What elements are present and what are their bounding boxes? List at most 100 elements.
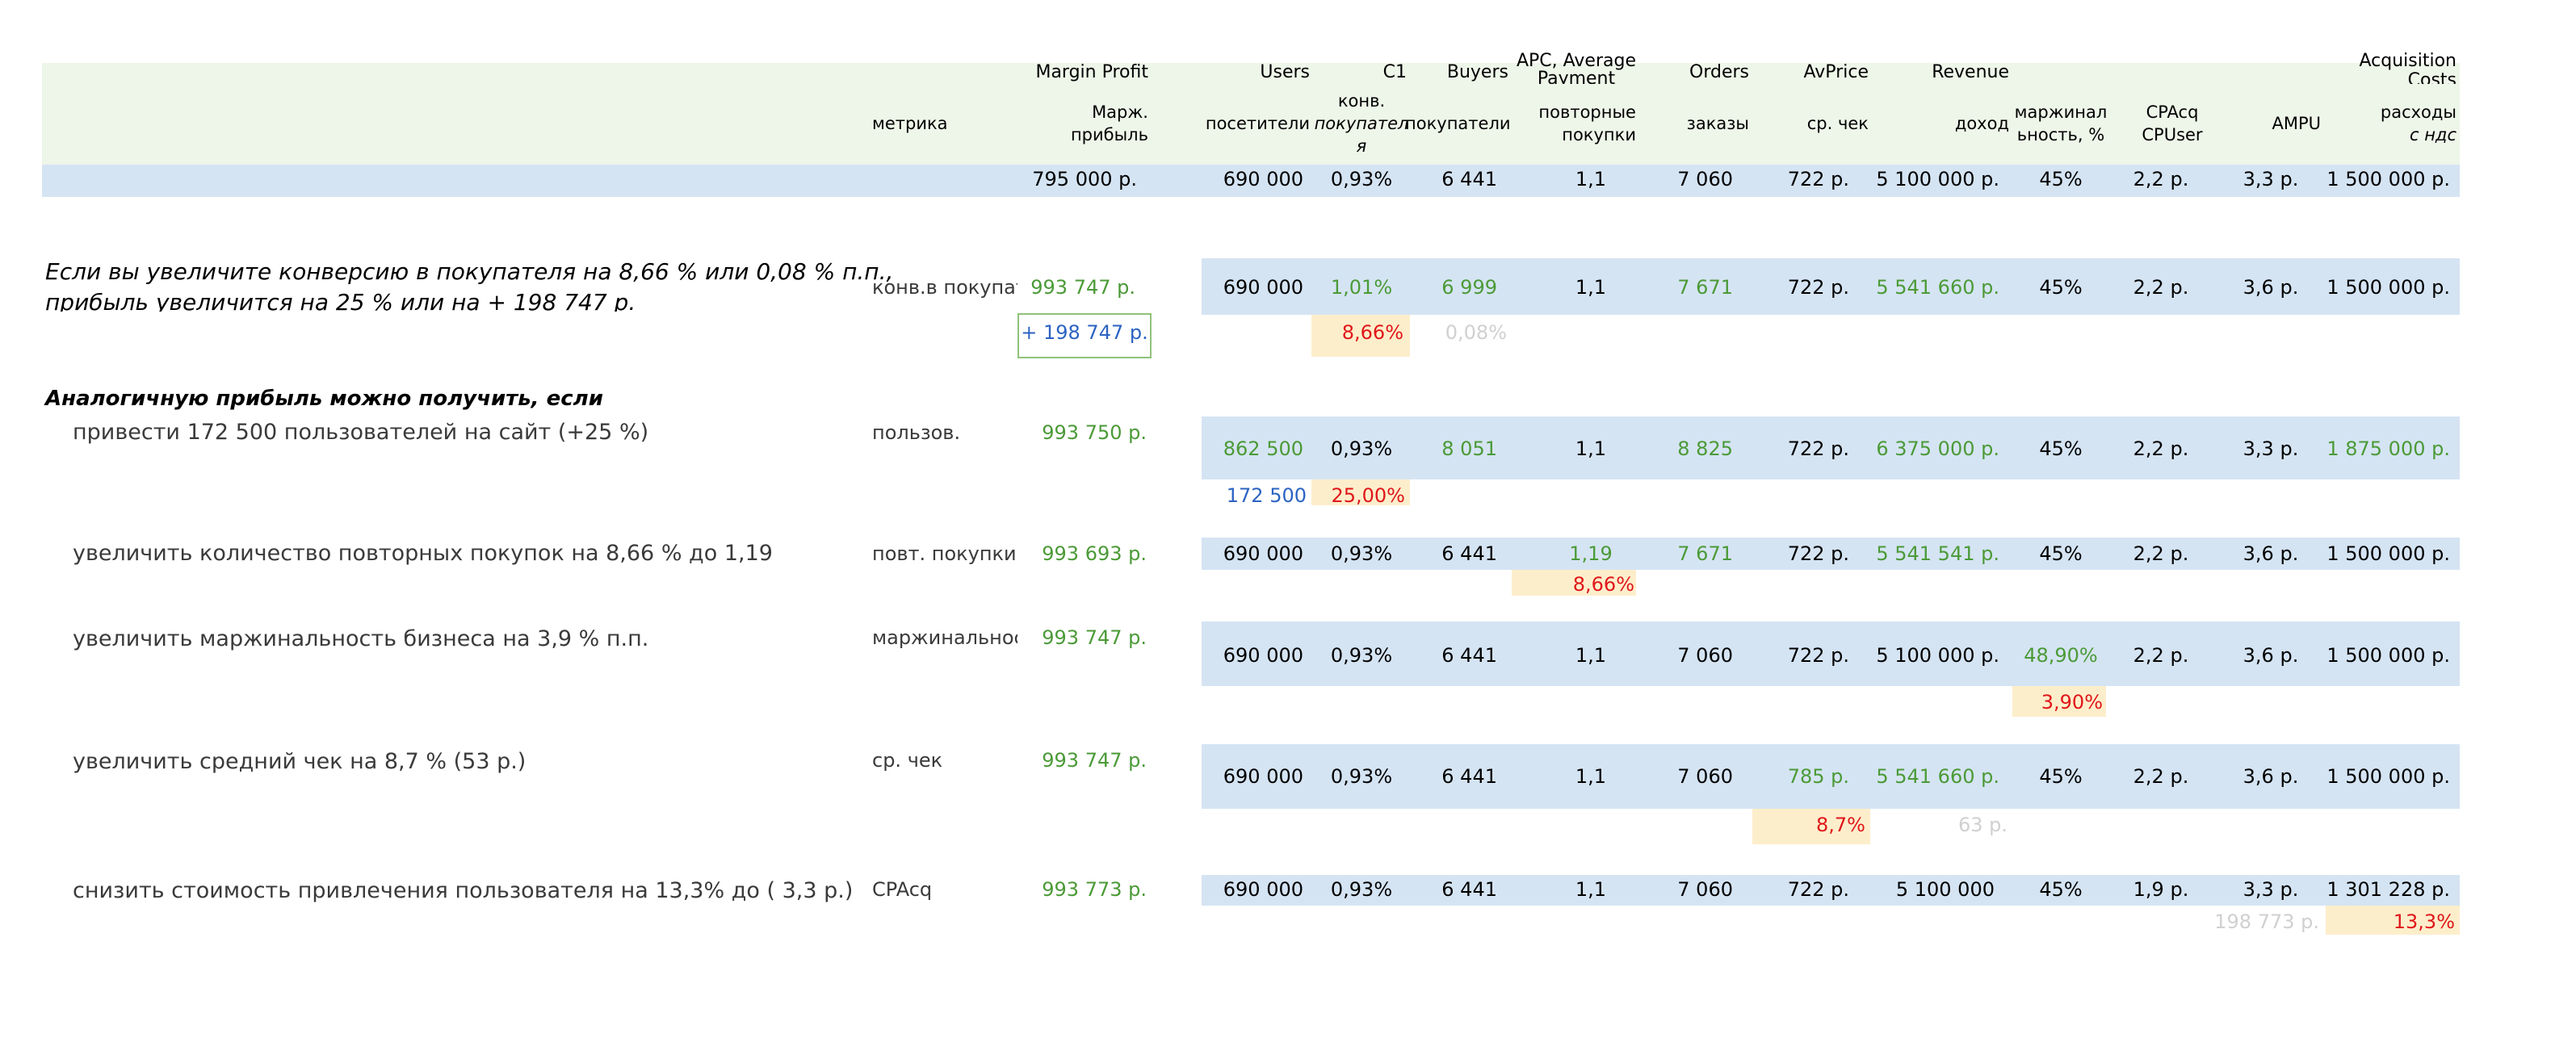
repeat-row-margin: 993 693 р. — [1042, 542, 1147, 565]
check-row-add: 63 р. — [1957, 814, 2008, 836]
repeat-row-label: увеличить количество повторных покупок н… — [73, 541, 773, 567]
header-metric: метрика — [872, 115, 948, 134]
header-acq-1: расходы — [2380, 103, 2456, 123]
repeat-row-metric: повт. покупки — [872, 542, 1017, 565]
header-cpacq: CPAcq — [2146, 103, 2199, 123]
margin-row-avprice: 722 р. — [1787, 644, 1849, 667]
header-acq-2: с ндс — [2409, 126, 2456, 145]
cpacq-row-saved: 198 773 р. — [2214, 910, 2319, 933]
check-row-label: увеличить средний чек на 8,7 % (53 р.) — [73, 749, 527, 775]
check-row-pct-cell — [1752, 809, 1870, 844]
cpacq-row-cpacq: 1,9 р. — [2133, 878, 2189, 901]
header-users-ru: посетители — [1205, 115, 1310, 134]
header-buyers: Buyers — [1446, 61, 1508, 82]
cpacq-row — [1202, 875, 2460, 906]
conv-revenue: 5 541 660 р. — [1876, 276, 1999, 299]
check-row-cpacq: 2,2 р. — [2133, 765, 2189, 788]
users-row-label: привести 172 500 пользователей на сайт (… — [73, 420, 649, 446]
header-buyers-ru: покупатели — [1405, 115, 1511, 134]
conv-text-line2: прибыль увеличится на 25 % или на + 198 … — [45, 291, 636, 312]
conv-margin: 993 747 р. — [1030, 276, 1135, 299]
header-cpuser: CPUser — [2142, 126, 2203, 145]
repeat-row-orders: 7 671 — [1677, 542, 1733, 565]
check-row-apc: 1,1 — [1575, 765, 1607, 788]
header-c1-1: конв. — [1337, 92, 1386, 111]
cpacq-row-c1: 0,93% — [1330, 878, 1393, 901]
repeat-row-marginality: 45% — [2039, 542, 2083, 565]
cpacq-row-marginality: 45% — [2039, 878, 2083, 901]
repeat-row-revenue: 5 541 541 р. — [1876, 542, 1999, 565]
cpacq-row-orders: 7 060 — [1677, 878, 1733, 901]
repeat-row-cpacq: 2,2 р. — [2133, 542, 2189, 565]
conv-text-line1: Если вы увеличите конверсию в покупателя… — [45, 260, 894, 286]
margin-row-metric: маржинальность — [872, 626, 1017, 649]
header-avprice-ru: ср. чек — [1806, 115, 1869, 134]
conv-apc: 1,1 — [1575, 276, 1607, 299]
header-c1-3: я — [1356, 137, 1367, 157]
users-row-revenue: 6 375 000 р. — [1876, 437, 1999, 460]
repeat-row-ampu: 3,6 р. — [2242, 542, 2299, 565]
users-row-avprice: 722 р. — [1787, 437, 1849, 460]
check-row-marginality: 45% — [2039, 765, 2083, 788]
check-row-acq: 1 500 000 р. — [2326, 765, 2450, 788]
check-row-ampu: 3,6 р. — [2242, 765, 2299, 788]
base-orders: 7 060 — [1677, 168, 1733, 190]
margin-row-c1: 0,93% — [1330, 644, 1393, 667]
users-row-pct: 25,00% — [1331, 484, 1405, 507]
conv-row — [1202, 258, 2460, 315]
margin-row-margin: 993 747 р. — [1042, 626, 1147, 649]
cpacq-row-label: снизить стоимость привлечения пользовате… — [73, 878, 854, 904]
base-buyers: 6 441 — [1441, 168, 1497, 190]
header-ampu: AMPU — [2272, 115, 2321, 134]
check-row-margin: 993 747 р. — [1042, 749, 1147, 772]
margin-row-pct-cell — [2012, 686, 2106, 717]
base-margin: 795 000 р. — [1032, 168, 1137, 190]
base-row — [42, 165, 2460, 197]
alt-title: Аналогичную прибыль можно получить, если — [45, 387, 603, 412]
margin-row-cpacq: 2,2 р. — [2133, 644, 2189, 667]
base-cpacq: 2,2 р. — [2133, 168, 2189, 190]
check-row-orders: 7 060 — [1677, 765, 1733, 788]
header-margin-pct-1: маржинал — [2014, 103, 2108, 123]
check-row-avprice: 785 р. — [1787, 765, 1849, 788]
header-apc-2: покупки — [1562, 126, 1636, 145]
users-row-orders: 8 825 — [1677, 437, 1733, 460]
repeat-row — [1202, 538, 2460, 570]
base-users: 690 000 — [1223, 168, 1303, 190]
check-row-buyers: 6 441 — [1441, 765, 1497, 788]
repeat-row-pct: 8,66% — [1572, 573, 1634, 596]
users-row-c1: 0,93% — [1330, 437, 1393, 460]
header-margin-profit: Margin Profit — [1035, 61, 1148, 82]
base-apc: 1,1 — [1575, 168, 1607, 190]
cpacq-row-pct: 13,3% — [2393, 910, 2455, 933]
conv-orders: 7 671 — [1677, 276, 1733, 299]
margin-row — [1202, 622, 2460, 686]
users-row-marginality: 45% — [2039, 437, 2083, 460]
cpacq-row-margin: 993 773 р. — [1042, 878, 1147, 901]
check-row-pct: 8,7% — [1816, 814, 1865, 836]
margin-row-revenue: 5 100 000 р. — [1876, 644, 1999, 667]
repeat-row-users: 690 000 — [1223, 542, 1303, 565]
check-row-users: 690 000 — [1223, 765, 1303, 788]
header-band — [42, 63, 2460, 165]
repeat-row-pct-cell — [1512, 570, 1636, 596]
header-apc-1: повторные — [1538, 103, 1636, 123]
header-c1-2: покупател — [1314, 115, 1409, 134]
cpacq-row-avprice: 722 р. — [1787, 878, 1849, 901]
cpacq-row-metric: CPAcq — [872, 878, 933, 901]
header-avprice: AvPrice — [1803, 61, 1869, 82]
repeat-row-acq: 1 500 000 р. — [2326, 542, 2450, 565]
conv-avprice: 722 р. — [1787, 276, 1849, 299]
users-row-metric: пользов. — [872, 421, 961, 444]
header-acquisition: Acquisition Costs — [2359, 52, 2457, 84]
users-row-pct-cell — [1311, 479, 1410, 505]
margin-row-pct: 3,90% — [2041, 691, 2103, 714]
conv-pct: 8,66% — [1341, 321, 1403, 344]
repeat-row-avprice: 722 р. — [1787, 542, 1849, 565]
header-revenue-ru: доход — [1954, 115, 2009, 134]
margin-row-acq: 1 500 000 р. — [2326, 644, 2450, 667]
users-row-users: 862 500 — [1223, 437, 1303, 460]
conv-marginality: 45% — [2039, 276, 2083, 299]
cpacq-row-ampu: 3,3 р. — [2242, 878, 2299, 901]
